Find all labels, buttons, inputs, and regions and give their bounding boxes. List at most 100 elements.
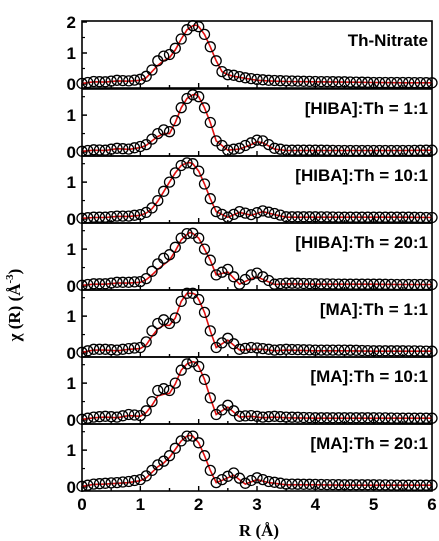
expt-marker — [315, 211, 327, 223]
expt-marker — [187, 287, 199, 299]
expt-marker — [350, 211, 362, 223]
expt-marker — [228, 405, 240, 417]
expt-marker — [257, 473, 269, 486]
expt-marker — [204, 464, 216, 477]
expt-marker — [210, 55, 222, 67]
x-tick-label: 1 — [136, 495, 145, 514]
expt-marker — [245, 137, 257, 149]
expt-marker — [321, 211, 333, 223]
expt-marker — [385, 345, 397, 357]
expt-marker — [385, 211, 397, 223]
expt-marker — [426, 77, 438, 89]
expt-marker — [315, 278, 327, 290]
expt-marker — [303, 411, 316, 424]
expt-marker — [117, 476, 129, 488]
expt-marker — [315, 344, 327, 356]
expt-marker — [228, 271, 240, 283]
expt-marker — [228, 143, 240, 155]
expt-marker — [251, 134, 263, 146]
expt-marker — [88, 478, 100, 490]
expt-marker — [274, 75, 286, 87]
expt-marker — [222, 144, 234, 156]
expt-marker — [123, 143, 135, 155]
expt-marker — [368, 345, 380, 357]
expt-marker — [356, 211, 368, 223]
y-tick-label: 0 — [67, 411, 76, 430]
expt-marker — [298, 144, 310, 156]
expt-marker — [134, 140, 146, 153]
expt-marker — [163, 176, 176, 188]
expt-marker — [128, 142, 141, 154]
expt-marker — [321, 75, 333, 88]
expt-marker — [158, 185, 170, 197]
expt-marker — [286, 277, 298, 289]
expt-marker — [99, 477, 111, 489]
y-tick-label: 0 — [67, 75, 76, 94]
expt-marker — [123, 75, 135, 87]
y-axis-title-close: ) — [5, 269, 24, 275]
expt-marker — [274, 477, 286, 489]
expt-marker — [128, 342, 141, 354]
expt-marker — [327, 278, 339, 290]
expt-marker — [420, 345, 432, 357]
expt-marker — [93, 343, 106, 355]
expt-marker — [111, 276, 123, 288]
expt-marker — [134, 341, 146, 354]
expt-marker — [280, 75, 292, 87]
x-tick-label: 2 — [194, 495, 203, 514]
expt-marker — [385, 479, 397, 491]
expt-marker — [117, 343, 129, 355]
y-tick-label: 1 — [67, 441, 76, 460]
y-tick-label: 2 — [67, 13, 76, 32]
expt-marker — [76, 480, 88, 492]
expt-marker — [315, 478, 327, 491]
expt-marker — [134, 275, 146, 288]
expt-marker — [210, 205, 222, 218]
expt-marker — [193, 165, 205, 177]
expt-marker — [333, 344, 345, 356]
expt-marker — [134, 473, 146, 486]
expt-marker — [391, 345, 403, 357]
expt-marker — [426, 479, 438, 491]
expt-marker — [274, 277, 286, 290]
expt-marker — [397, 211, 409, 223]
expt-marker — [309, 144, 321, 156]
expt-marker — [99, 278, 111, 290]
expt-marker — [274, 411, 286, 423]
expt-marker — [338, 211, 351, 223]
expt-marker — [187, 430, 199, 442]
expt-marker — [163, 249, 176, 261]
expt-marker — [169, 312, 181, 324]
expt-marker — [263, 411, 275, 423]
expt-marker — [251, 472, 263, 484]
expt-marker — [327, 412, 339, 424]
expt-marker — [268, 207, 281, 220]
panel-2: 0 1 [HIBA]:Th = 1:1 — [67, 88, 438, 162]
expt-marker — [82, 345, 94, 357]
expt-marker — [309, 344, 321, 356]
expt-marker — [152, 194, 164, 207]
expt-marker — [105, 210, 117, 223]
y-tick-label: 0 — [67, 143, 76, 162]
expt-marker — [315, 75, 327, 88]
expt-marker — [93, 76, 106, 88]
expt-marker — [263, 206, 275, 218]
expt-marker — [105, 75, 117, 87]
expt-marker — [169, 442, 181, 454]
expt-marker — [391, 479, 403, 491]
expt-marker — [280, 343, 292, 355]
expt-marker — [280, 478, 292, 490]
expt-marker — [123, 210, 135, 222]
expt-marker — [163, 48, 176, 61]
expt-marker — [362, 211, 374, 223]
expt-marker — [134, 73, 146, 85]
y-axis-title: χ (R) (Å-3) — [4, 269, 24, 343]
expt-marker — [134, 208, 146, 221]
expt-marker — [245, 269, 257, 281]
expt-marker — [292, 211, 304, 223]
expt-marker — [140, 272, 152, 285]
expt-marker — [88, 278, 100, 290]
x-tick-label: 3 — [252, 495, 261, 514]
panel-label: Th-Nitrate — [348, 31, 428, 50]
expt-marker — [303, 344, 316, 356]
